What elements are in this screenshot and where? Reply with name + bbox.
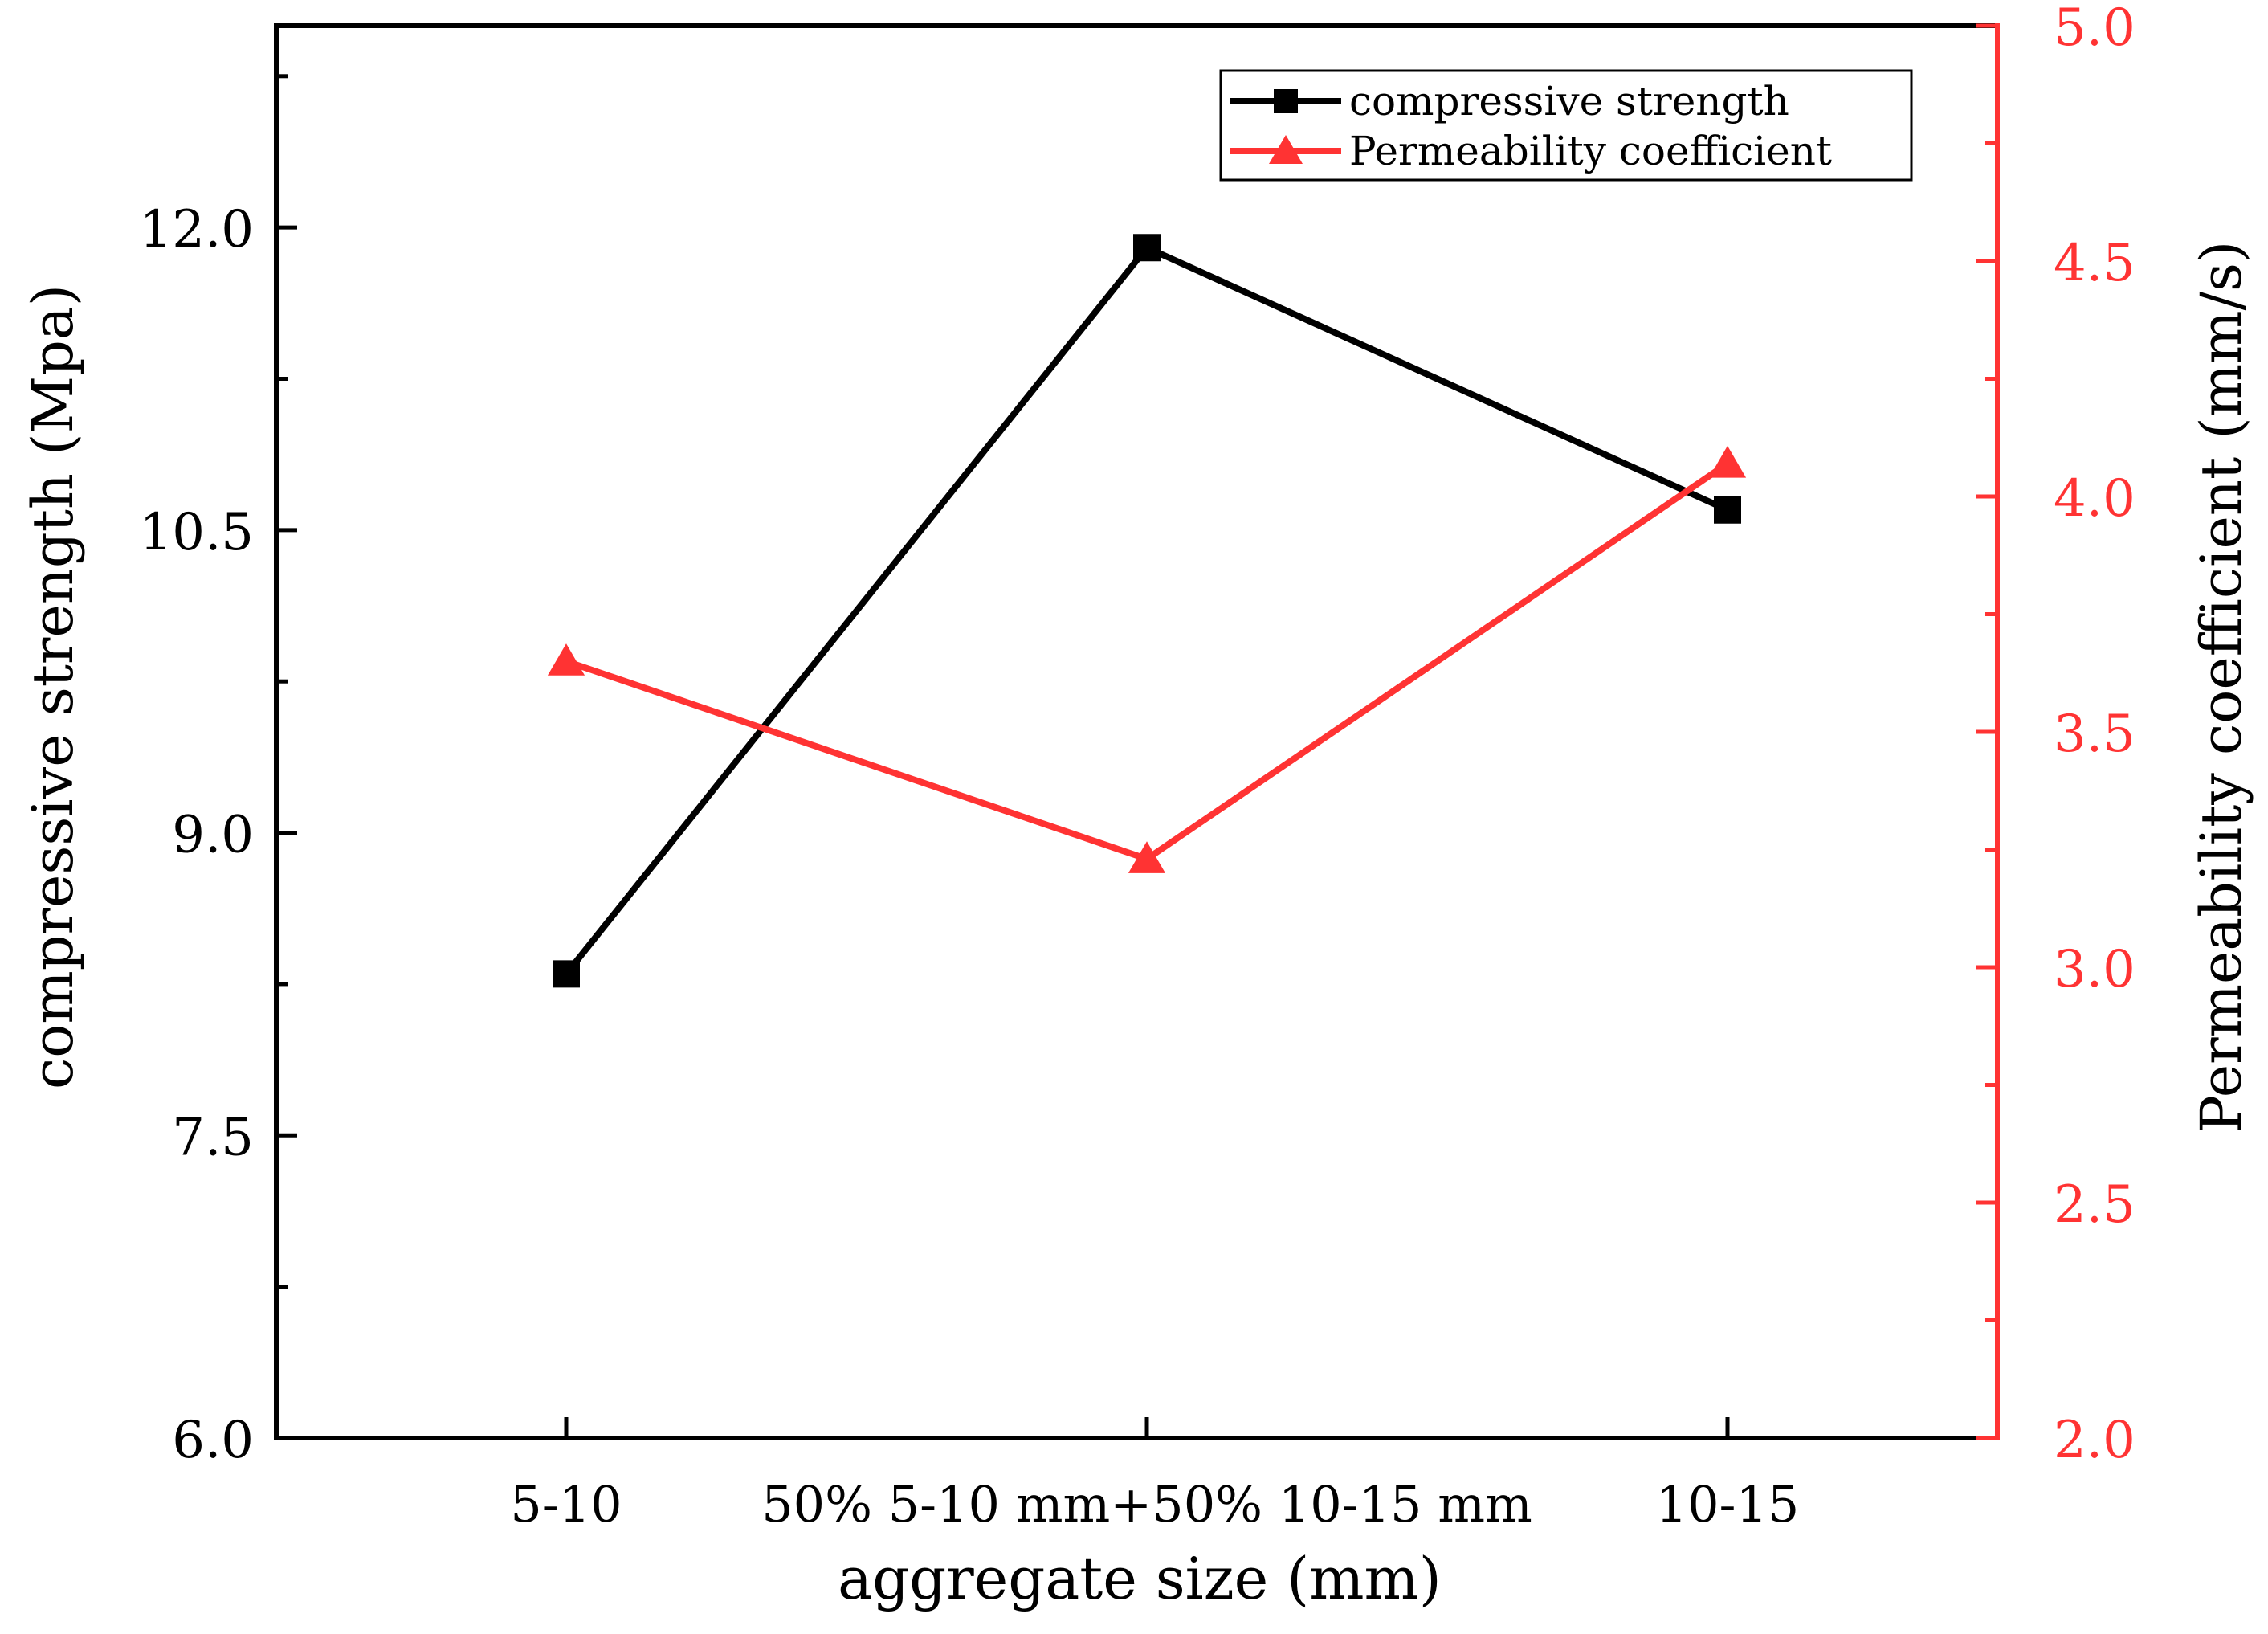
y-right-tick-label: 2.5 [2054,1175,2135,1235]
series-layer [547,234,1747,988]
legend-box [1219,69,1913,182]
x-tick-label: 50% 5-10 mm+50% 10-15 mm [761,1475,1532,1534]
axes: 6.0 7.5 9.0 10.5 12.0 2.0 2.5 3.0 3.5 4.0 4.5 5.0 5-… [140,0,2135,1534]
y-axis-right-title: Permeability coefficient (mm/s) [2188,241,2254,1134]
x-tick-label: 10-15 [1656,1475,1800,1534]
y-right-tick-label: 2.0 [2054,1411,2135,1470]
y-left-tick-label: 7.5 [172,1108,254,1167]
data-point-triangle [1708,445,1747,478]
y-right-tick-label: 4.5 [2054,234,2135,293]
data-point-square [1133,234,1161,262]
y-right-tick-label: 4.0 [2054,469,2135,529]
y-right-tick-label: 5.0 [2054,0,2135,58]
legend-label: compressive strength [1349,78,1789,125]
data-point-triangle [1128,841,1166,873]
series-line-permeability-coefficient [565,460,1730,863]
x-axis-title: aggregate size (mm) [838,1545,1442,1612]
y-right-tick-label: 3.5 [2054,705,2135,764]
y-left-tick-label: 12.0 [140,200,255,259]
y-left-tick-label: 6.0 [172,1411,254,1470]
legend-marker-square [1274,89,1298,113]
data-point-square [553,960,580,988]
legend-label: Permeability coefficient [1349,128,1832,174]
x-tick-label: 5-10 [510,1475,622,1534]
y-right-tick-label: 3.0 [2054,940,2135,999]
y-left-tick-label: 9.0 [172,806,254,865]
data-point-square [1714,496,1741,524]
y-axis-left-title: compressive strength (Mpa) [20,284,86,1089]
data-point-triangle [547,643,585,676]
legend-marker-triangle [1269,135,1303,164]
y-left-tick-label: 10.5 [140,503,255,562]
